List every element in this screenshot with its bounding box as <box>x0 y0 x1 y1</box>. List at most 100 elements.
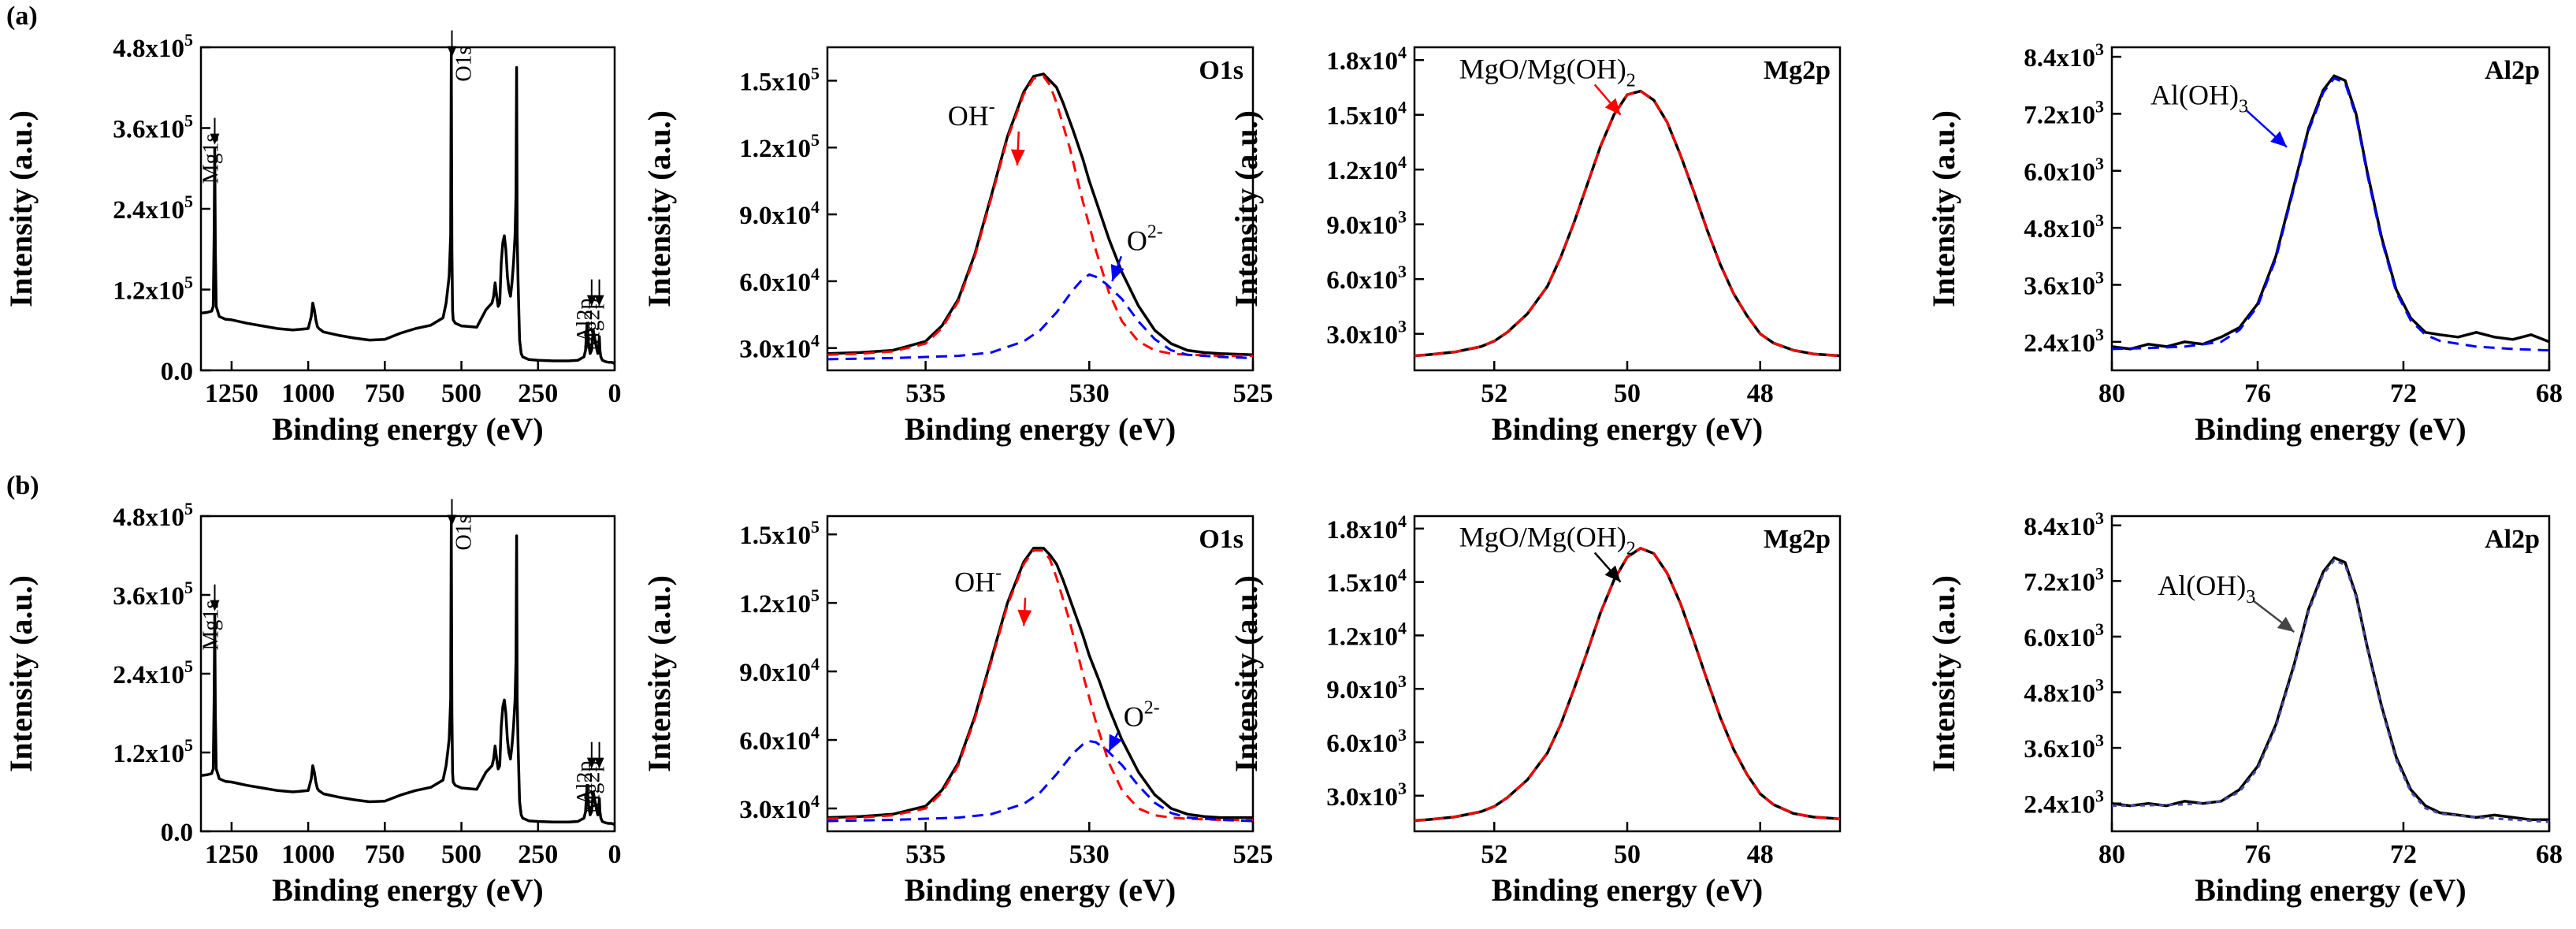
y-tick-label: 7.2x103 <box>2024 563 2104 596</box>
y-tick-label: 2.4x103 <box>2024 786 2104 819</box>
y-tick-label: 3.6x105 <box>113 578 193 611</box>
x-tick-label: 50 <box>1614 379 1641 408</box>
series-line-measured <box>201 521 615 827</box>
y-axis-label: Intensity (a.u.) <box>641 575 677 772</box>
y-tick-label: 9.0x103 <box>1326 671 1407 704</box>
y-tick-label: 0.0 <box>161 819 193 847</box>
annotation-label: O2- <box>1124 698 1160 733</box>
y-tick-label: 1.2x104 <box>1326 152 1407 185</box>
peak-label: Mg1s <box>199 134 224 184</box>
series-line-oh- <box>827 75 1253 358</box>
annotation-label: Al(OH)3 <box>2150 79 2248 117</box>
series-line-al-oh-3 <box>2112 76 2549 352</box>
y-tick-label: 6.0x104 <box>739 723 820 756</box>
x-tick-label: 250 <box>518 379 558 408</box>
y-axis-label: Intensity (a.u.) <box>1926 110 1961 307</box>
series-line-measured <box>1414 546 1840 823</box>
plot-frame <box>826 515 1255 833</box>
x-tick-label: 72 <box>2390 840 2417 869</box>
x-tick-label: 68 <box>2536 840 2563 869</box>
y-tick-label: 1.5x105 <box>739 63 820 96</box>
row-label-a: (a) <box>6 2 38 31</box>
y-tick-label: 1.2x105 <box>113 273 193 306</box>
annotation-arrowhead <box>1017 609 1032 626</box>
series-line-measured <box>2112 556 2549 822</box>
y-axis-label: Intensity (a.u.) <box>1926 575 1961 772</box>
y-axis-label: Intensity (a.u.) <box>3 575 39 772</box>
series-line-mgo-mg-oh-2 <box>1414 90 1840 357</box>
x-tick-label: 530 <box>1069 379 1110 408</box>
x-tick-label: 500 <box>441 379 481 408</box>
peak-label: Al2p <box>573 761 597 805</box>
x-axis-label: Binding energy (eV) <box>2195 872 2466 908</box>
y-tick-label: 1.2x105 <box>739 585 820 619</box>
y-tick-label: 1.2x105 <box>113 735 193 768</box>
annotation-label: MgO/Mg(OH)2 <box>1459 521 1636 559</box>
peak-label: Mg2p <box>581 299 605 351</box>
annotation-arrowhead <box>1010 149 1025 165</box>
x-axis-label: Binding energy (eV) <box>905 872 1176 908</box>
x-tick-label: 76 <box>2244 840 2271 869</box>
panel-b-O1s: 535 530 525 3.0x104 6.0x104 9.0x104 1.2x105 1.5… <box>641 515 1273 908</box>
plot-frame <box>2110 515 2551 833</box>
series-line-measured <box>827 72 1253 356</box>
row-label-b: (b) <box>6 471 39 500</box>
peak-label: Al2p <box>573 299 597 343</box>
x-tick-label: 525 <box>1233 379 1273 408</box>
panel-a-Al2p: 80 76 72 68 2.4x103 3.6x103 4.8x103 6.0x103 7.2x… <box>1926 39 2563 447</box>
plot-frame <box>826 46 1255 372</box>
y-tick-label: 3.0x104 <box>739 331 820 364</box>
series-line-measured <box>827 546 1253 819</box>
x-axis-label: Binding energy (eV) <box>272 411 543 447</box>
y-tick-label: 4.8x105 <box>113 499 193 532</box>
x-axis-label: Binding energy (eV) <box>1492 411 1763 447</box>
y-tick-label: 6.0x103 <box>2024 619 2104 652</box>
y-tick-label: 2.4x105 <box>113 656 193 689</box>
y-tick-label: 2.4x105 <box>113 191 193 225</box>
panel-b-Al2p: 80 76 72 68 2.4x103 3.6x103 4.8x103 6.0x103 7.2x… <box>1926 508 2563 908</box>
peak-label: O1s <box>452 46 477 82</box>
y-tick-label: 4.8x105 <box>113 30 193 63</box>
peak-label: Mg2p <box>581 761 605 814</box>
panel-title: Al2p <box>2485 525 2540 554</box>
x-tick-label: 1000 <box>281 379 335 408</box>
y-tick-label: 1.2x104 <box>1326 618 1407 651</box>
x-tick-label: 80 <box>2098 840 2125 869</box>
annotation-label: O2- <box>1127 221 1163 256</box>
y-tick-label: 1.5x105 <box>739 517 820 550</box>
x-tick-label: 1250 <box>205 840 258 869</box>
panel-title: Al2p <box>2485 56 2540 85</box>
x-tick-label: 535 <box>905 840 946 869</box>
y-tick-label: 8.4x103 <box>2024 508 2104 541</box>
peak-arrowhead <box>447 515 457 526</box>
panel-a-O1s: 535 530 525 3.0x104 6.0x104 9.0x104 1.2x105 1.5… <box>641 46 1273 447</box>
y-tick-label: 4.8x103 <box>2024 210 2104 243</box>
y-axis-label: Intensity (a.u.) <box>641 110 677 307</box>
x-axis-label: Binding energy (eV) <box>1492 872 1763 908</box>
annotation-arrowhead <box>1604 565 1621 582</box>
x-tick-label: 250 <box>518 840 558 869</box>
series-line-mgo-mg-oh-2 <box>1414 547 1840 822</box>
series-line-measured <box>2112 74 2549 351</box>
x-tick-label: 750 <box>365 840 405 869</box>
panel-title: O1s <box>1199 525 1243 554</box>
y-tick-label: 6.0x103 <box>1326 725 1407 758</box>
y-tick-label: 1.5x104 <box>1326 98 1407 131</box>
annotation-label: OH- <box>954 563 1002 598</box>
x-tick-label: 525 <box>1233 840 1273 869</box>
x-axis-label: Binding energy (eV) <box>272 872 543 908</box>
panel-b-survey: 1250 1000 750 500 250 0 0.0 1.2x105 2.4x105 3.6x1… <box>3 499 622 908</box>
y-axis-label: Intensity (a.u.) <box>1229 110 1264 307</box>
x-tick-label: 72 <box>2390 379 2417 408</box>
series-line-measured <box>1414 89 1840 358</box>
peak-label: Mg1s <box>199 600 224 651</box>
panel-b-Mg2p: 52 50 48 3.0x103 6.0x103 9.0x103 1.2x104 1.5x10… <box>1229 511 1842 908</box>
y-tick-label: 1.2x105 <box>739 130 820 163</box>
y-tick-label: 3.6x105 <box>113 111 193 144</box>
annotation-label: OH- <box>948 97 995 132</box>
series-line-al-oh-3 <box>2112 559 2549 823</box>
panel-title: Mg2p <box>1764 525 1831 554</box>
y-tick-label: 3.0x104 <box>739 791 820 824</box>
y-tick-label: 1.8x104 <box>1326 43 1407 76</box>
